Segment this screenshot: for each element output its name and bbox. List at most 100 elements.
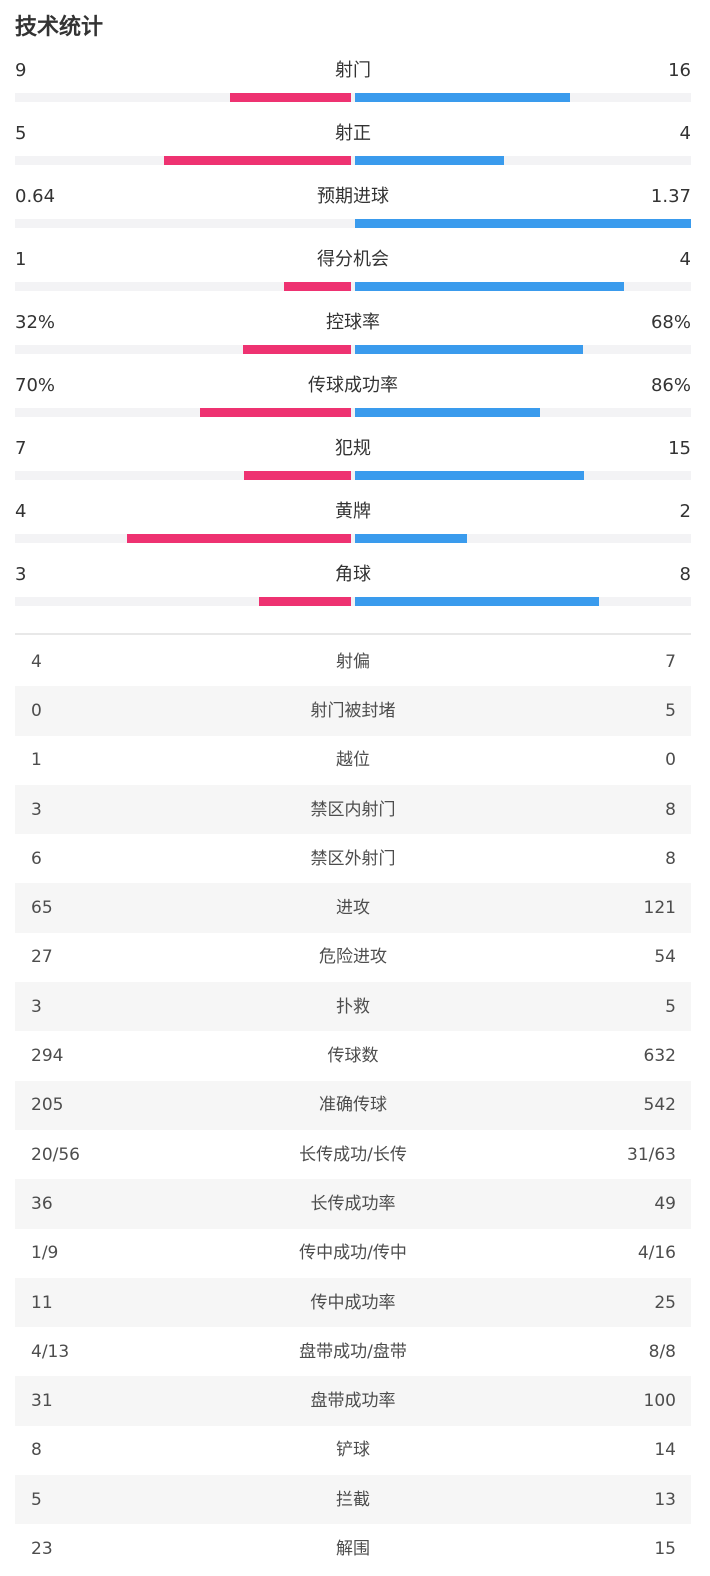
away-bar	[355, 93, 570, 102]
stat-values: 黄牌 4 2	[15, 496, 691, 528]
home-value: 70%	[15, 375, 56, 396]
stat-label: 危险进攻	[319, 947, 387, 968]
home-value: 9	[15, 60, 27, 81]
home-value: 27	[31, 947, 53, 968]
home-value: 20/56	[31, 1144, 80, 1165]
away-value: 14	[654, 1440, 676, 1461]
away-value: 68%	[650, 312, 691, 333]
stat-label: 射偏	[336, 651, 370, 672]
stat-values: 犯规 7 15	[15, 433, 691, 465]
away-bar	[355, 534, 467, 543]
stat-table-row: 铲球 8 14	[15, 1426, 691, 1475]
away-value: 5	[665, 996, 676, 1017]
stat-bar-row: 得分机会 1 4	[15, 244, 691, 307]
stat-table-row: 危险进攻 27 54	[15, 933, 691, 982]
away-value: 121	[643, 898, 676, 919]
home-value: 65	[31, 898, 53, 919]
stat-table-row: 拦截 5 13	[15, 1475, 691, 1525]
stat-table-row: 越位 1 0	[15, 736, 691, 785]
stat-table-row: 传中成功/传中 1/9 4/16	[15, 1229, 691, 1278]
stat-track	[15, 408, 691, 417]
bar-stats-list: 射门 9 16 射正 5 4 预期进球 0.64 1.37 得分机会 1 4 控球率 32% 68% 传球成功…	[15, 55, 691, 622]
stat-table-row: 盘带成功率 31 100	[15, 1376, 691, 1426]
stat-bar-row: 黄牌 4 2	[15, 496, 691, 559]
stat-label: 禁区内射门	[310, 799, 396, 820]
stat-values: 传球成功率 70% 86%	[15, 370, 691, 402]
home-value: 3	[31, 996, 42, 1017]
stat-label: 盘带成功率	[310, 1391, 396, 1412]
stat-track	[15, 471, 691, 480]
stat-values: 射门 9 16	[15, 55, 691, 87]
stat-label: 越位	[336, 750, 370, 771]
stat-label: 传中成功/传中	[299, 1243, 407, 1264]
home-bar	[127, 534, 351, 543]
stat-table-row: 扑救 3 5	[15, 982, 691, 1032]
away-bar	[355, 408, 540, 417]
stat-label: 铲球	[336, 1440, 370, 1461]
home-value: 5	[31, 1489, 42, 1510]
away-value: 100	[643, 1391, 676, 1412]
section-title: 技术统计	[15, 15, 104, 40]
home-value: 4	[31, 651, 42, 672]
home-value: 205	[31, 1095, 64, 1116]
stat-label: 角球	[335, 564, 371, 585]
home-value: 1	[15, 249, 27, 270]
home-value: 8	[31, 1440, 42, 1461]
away-value: 8	[665, 848, 676, 869]
away-value: 31/63	[627, 1144, 676, 1165]
stat-table-row: 禁区外射门 6 8	[15, 834, 691, 883]
stat-values: 预期进球 0.64 1.37	[15, 181, 691, 213]
stat-bar-row: 角球 3 8	[15, 559, 691, 622]
stat-label: 长传成功/长传	[299, 1144, 407, 1165]
stat-label: 传中成功率	[310, 1292, 396, 1313]
stat-table-row: 准确传球 205 542	[15, 1080, 691, 1130]
stat-label: 射门被封堵	[310, 700, 396, 721]
away-value: 54	[654, 947, 676, 968]
stat-bar-row: 预期进球 0.64 1.37	[15, 181, 691, 244]
stat-label: 射正	[335, 123, 371, 144]
away-value: 1.37	[650, 186, 691, 207]
away-value: 8	[679, 564, 691, 585]
away-bar	[355, 471, 584, 480]
stat-label: 进攻	[336, 898, 370, 919]
home-value: 11	[31, 1292, 53, 1313]
home-bar	[164, 156, 351, 165]
home-value: 4	[15, 501, 27, 522]
home-value: 3	[15, 564, 27, 585]
away-value: 4	[679, 123, 691, 144]
away-value: 632	[643, 1046, 676, 1067]
away-value: 2	[679, 501, 691, 522]
home-value: 7	[15, 438, 27, 459]
away-value: 16	[668, 60, 691, 81]
away-value: 7	[665, 651, 676, 672]
away-value: 86%	[650, 375, 691, 396]
stat-label: 长传成功率	[310, 1193, 396, 1214]
stat-label: 传球成功率	[308, 375, 398, 396]
stat-bar-row: 射正 5 4	[15, 118, 691, 181]
stat-table-row: 解围 23 15	[15, 1524, 691, 1573]
stat-label: 盘带成功/盘带	[299, 1341, 407, 1362]
home-value: 6	[31, 848, 42, 869]
stat-track	[15, 93, 691, 102]
home-value: 1	[31, 750, 42, 771]
stat-table-row: 进攻 65 121	[15, 883, 691, 933]
stat-bar-row: 射门 9 16	[15, 55, 691, 118]
away-bar	[355, 345, 583, 354]
stat-label: 拦截	[336, 1489, 370, 1510]
home-value: 0.64	[15, 186, 56, 207]
stat-values: 控球率 32% 68%	[15, 307, 691, 339]
home-bar	[284, 282, 351, 291]
home-value: 36	[31, 1193, 53, 1214]
home-value: 31	[31, 1391, 53, 1412]
home-bar	[244, 471, 351, 480]
home-bar	[200, 408, 351, 417]
away-value: 542	[643, 1095, 676, 1116]
stat-label: 准确传球	[319, 1095, 387, 1116]
stat-table-row: 盘带成功/盘带 4/13 8/8	[15, 1327, 691, 1376]
stat-label: 解围	[336, 1538, 370, 1559]
stat-track	[15, 345, 691, 354]
stat-label: 射门	[335, 60, 371, 81]
table-stats-list: 射偏 4 7 射门被封堵 0 5 越位 1 0 禁区内射门 3 8 禁区外射门 6 8 进攻 65 121 危险进攻…	[15, 637, 691, 1574]
away-value: 25	[654, 1292, 676, 1313]
stat-track	[15, 156, 691, 165]
